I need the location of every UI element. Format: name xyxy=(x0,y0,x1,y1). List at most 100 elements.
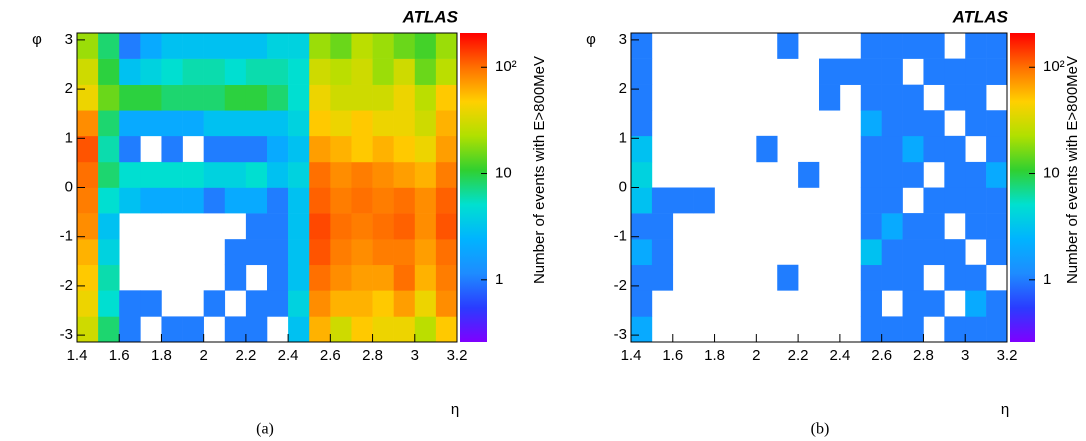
heatmap-cell xyxy=(288,58,310,85)
heatmap-cell xyxy=(267,213,289,240)
heatmap-cell xyxy=(330,58,352,85)
heatmap-cell xyxy=(140,58,162,85)
heatmap-cell xyxy=(944,135,966,163)
heatmap-cell xyxy=(923,213,945,240)
heatmap-cell xyxy=(267,33,289,59)
heatmap-cell xyxy=(902,213,924,240)
caption: (a) xyxy=(256,421,274,438)
heatmap-cell xyxy=(98,135,120,163)
heatmap-cell xyxy=(267,84,289,111)
heatmap-cell xyxy=(923,187,945,214)
heatmap-cell xyxy=(965,33,987,59)
heatmap-cell xyxy=(756,135,778,163)
heatmap-cell xyxy=(902,33,924,59)
heatmap-cell xyxy=(267,187,289,214)
y-tick-label: 1 xyxy=(619,129,627,146)
heatmap-cell xyxy=(98,161,120,188)
heatmap-cell xyxy=(372,187,394,214)
heatmap-cell xyxy=(881,58,903,85)
x-tick-label: 2.2 xyxy=(788,347,809,364)
heatmap-cell xyxy=(161,135,183,163)
heatmap-cell xyxy=(923,239,945,266)
heatmap-cell xyxy=(902,84,924,111)
heatmap-cell xyxy=(435,33,458,59)
heatmap-cell xyxy=(651,187,674,214)
heatmap-cell xyxy=(330,187,352,214)
heatmap-cell xyxy=(309,84,331,111)
heatmap-cell xyxy=(965,84,987,111)
x-tick-label: 1.6 xyxy=(109,347,130,364)
heatmap-cell xyxy=(414,33,437,59)
heatmap-cell xyxy=(372,161,394,188)
heatmap-cell xyxy=(372,264,394,291)
heatmap-cell xyxy=(860,84,882,111)
heatmap-cell xyxy=(119,161,141,188)
heatmap-cell xyxy=(245,161,268,188)
heatmap-cell xyxy=(881,264,903,291)
heatmap-cell xyxy=(161,58,183,85)
heatmap-cell xyxy=(203,84,226,111)
caption: (b) xyxy=(811,421,830,438)
heatmap-cell xyxy=(944,161,966,188)
heatmap-cell xyxy=(651,264,674,291)
heatmap-cell xyxy=(203,290,226,317)
heatmap-cell xyxy=(372,135,394,163)
heatmap-cell xyxy=(881,213,903,240)
heatmap-cell xyxy=(330,239,352,266)
heatmap-cell xyxy=(372,290,394,317)
heatmap-cell xyxy=(965,316,987,343)
heatmap-cell xyxy=(119,187,141,214)
heatmap-cell xyxy=(140,187,162,214)
heatmap-cell xyxy=(224,58,247,85)
heatmap-cell xyxy=(203,187,226,214)
heatmap-cell xyxy=(414,58,437,85)
heatmap-cell xyxy=(881,33,903,59)
heatmap-cell xyxy=(330,264,352,291)
heatmap-cell xyxy=(631,239,653,266)
heatmap-cell xyxy=(631,264,653,291)
heatmap-cell xyxy=(393,316,416,343)
heatmap-cell xyxy=(631,161,653,188)
heatmap-cell xyxy=(309,290,331,317)
heatmap-cell xyxy=(351,33,373,59)
heatmap-cell xyxy=(245,33,268,59)
x-tick-label: 2.8 xyxy=(913,347,934,364)
heatmap-cell xyxy=(119,110,141,137)
heatmap-cell xyxy=(245,135,268,163)
heatmap-cell xyxy=(965,264,987,291)
heatmap-cell xyxy=(944,264,966,291)
heatmap-cell xyxy=(140,110,162,137)
heatmap-cell xyxy=(224,84,247,111)
heatmap-cell xyxy=(309,135,331,163)
heatmap-cell xyxy=(330,33,352,59)
heatmap-cell xyxy=(944,58,966,85)
colorbar-label: Number of events with E>800MeV xyxy=(1064,56,1081,284)
heatmap-cell xyxy=(881,84,903,111)
heatmap-cell xyxy=(860,161,882,188)
heatmap-cell xyxy=(309,161,331,188)
heatmap-cell xyxy=(986,187,1008,214)
heatmap-cell xyxy=(819,84,841,111)
y-tick-label: 3 xyxy=(619,31,627,48)
heatmap-cell xyxy=(902,316,924,343)
heatmap-cell xyxy=(98,58,120,85)
heatmap-cell xyxy=(902,239,924,266)
heatmap-cell xyxy=(965,110,987,137)
heatmap-cell xyxy=(414,84,437,111)
heatmap-cell xyxy=(245,290,268,317)
heatmap-cell xyxy=(161,33,183,59)
y-axis-label: φ xyxy=(32,31,42,48)
heatmap-cell xyxy=(119,316,141,343)
heatmap-cell xyxy=(245,84,268,111)
heatmap-cell xyxy=(98,110,120,137)
x-axis-label: η xyxy=(451,401,459,418)
heatmap-cell xyxy=(986,213,1008,240)
heatmap-cell xyxy=(672,187,694,214)
heatmap-cell xyxy=(435,213,458,240)
heatmap-cell xyxy=(245,110,268,137)
heatmap-cell xyxy=(965,58,987,85)
heatmap-cell xyxy=(923,290,945,317)
heatmap-cell xyxy=(944,316,966,343)
y-tick-label: 0 xyxy=(65,178,73,195)
heatmap-cell xyxy=(77,239,99,266)
